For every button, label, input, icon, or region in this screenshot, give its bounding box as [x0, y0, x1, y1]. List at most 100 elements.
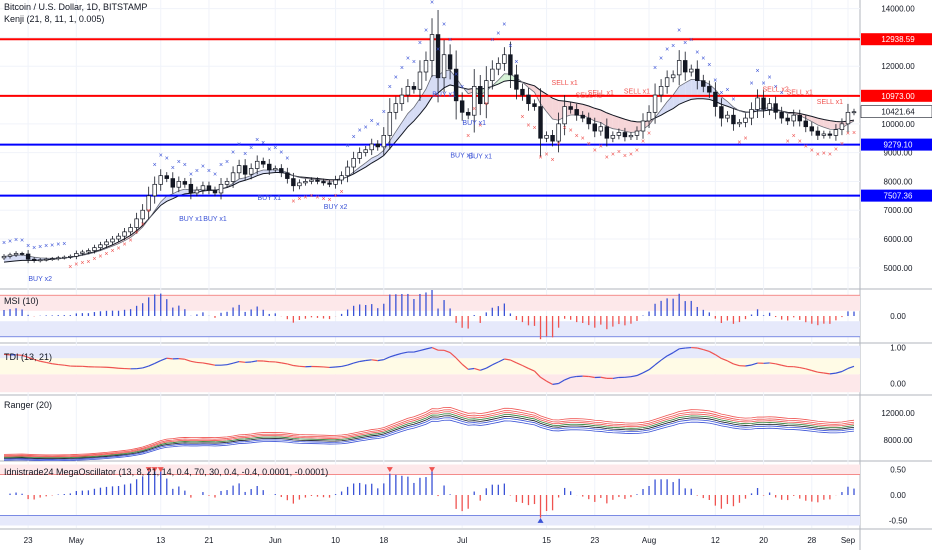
kenji-cloud-segment	[661, 101, 668, 116]
tdi-line-segment	[715, 354, 722, 359]
price-tick-label: 10000.00	[881, 120, 915, 129]
candle-body	[333, 179, 338, 185]
tdi-tick-label: 1.00	[890, 344, 906, 353]
tdi-line-segment	[474, 367, 481, 371]
stop-marker: ×	[816, 152, 820, 159]
candle-body	[803, 120, 808, 128]
stop-marker: ×	[647, 130, 651, 137]
kenji-cloud-segment	[630, 120, 637, 133]
price-pane[interactable]: × × × ×× × × × × × ×× × × × × × × × ×××××××× ××× ×× ××× ×× ×××…	[0, 0, 860, 283]
tdi-line-segment	[232, 361, 240, 364]
kenji-cloud-segment	[546, 94, 553, 120]
candle-body	[604, 126, 610, 139]
stop-marker: ×	[92, 256, 96, 263]
tdi-line-segment	[27, 356, 35, 361]
kenji-cloud-segment	[371, 155, 378, 164]
tdi-line-segment	[341, 364, 348, 368]
candle-body	[267, 163, 272, 171]
tdi-line-segment	[775, 363, 782, 366]
candle-body	[574, 109, 579, 116]
ranger-pane[interactable]	[3, 406, 855, 462]
time-tick-label: 23	[24, 536, 33, 545]
buy-signal: BUY x1	[203, 216, 227, 223]
tdi-line-segment	[841, 367, 849, 373]
candle-body	[478, 86, 483, 105]
kenji-cloud-segment	[811, 116, 818, 126]
stop-marker: ×	[195, 168, 199, 175]
time-tick-label: 18	[379, 536, 388, 545]
time-axis[interactable]: 23 May 13 21 Jun 10 18 Jul 15 23 Aug 12 20 28 Sep	[24, 536, 856, 545]
stop-marker: ×	[80, 260, 84, 267]
stop-marker: ×	[219, 162, 223, 169]
tdi-line-segment	[751, 362, 758, 366]
candle-body	[345, 166, 350, 177]
tdi-line-segment	[522, 364, 529, 369]
candle-body	[520, 88, 525, 96]
candle-body	[755, 97, 760, 110]
msi-tick-label: 0.00	[890, 312, 906, 321]
candle-body	[821, 133, 827, 136]
mega-tick-label: 0.00	[890, 491, 906, 500]
tdi-pane[interactable]	[0, 345, 860, 393]
level-tag	[861, 89, 932, 102]
stop-marker: ×	[177, 159, 181, 166]
time-tick-label: 21	[205, 536, 214, 545]
stop-marker: ×	[183, 162, 187, 169]
candle-body	[761, 97, 766, 110]
stop-marker: ×	[677, 28, 681, 35]
candle-body	[321, 181, 326, 184]
tdi-line-segment	[142, 365, 149, 369]
tdi-line-segment	[389, 354, 397, 358]
price-tick-label: 5000.00	[884, 264, 913, 273]
stop-marker: ×	[394, 74, 398, 81]
stop-marker: ×	[261, 140, 265, 147]
stop-marker: ×	[792, 133, 796, 140]
tdi-line-segment	[353, 360, 360, 364]
tdi-line-segment	[624, 376, 632, 378]
tdi-line-segment	[136, 367, 143, 370]
kenji-cloud-segment	[377, 150, 384, 160]
ranger-tick-label: 8000.00	[884, 436, 913, 445]
tdi-line-segment	[510, 359, 517, 364]
ranger-band	[3, 406, 855, 456]
kenji-cloud-segment	[552, 98, 559, 121]
tdi-line-segment	[178, 358, 185, 360]
ranger-band	[3, 419, 855, 462]
kenji-cloud-segment	[600, 110, 607, 127]
kenji-cloud-segment	[432, 75, 439, 98]
stop-marker: ×	[840, 141, 844, 148]
candle-body	[562, 106, 567, 125]
mega-oscillator-pane[interactable]	[0, 464, 860, 526]
stop-marker: ×	[719, 90, 723, 97]
tdi-line-segment	[648, 364, 656, 371]
tdi-line-segment	[805, 368, 812, 372]
stop-marker: ×	[279, 149, 283, 156]
stop-marker: ×	[430, 0, 434, 6]
candle-body	[399, 94, 405, 105]
candle-body	[110, 238, 115, 243]
candle-body	[514, 74, 519, 90]
stop-marker: ×	[141, 221, 145, 228]
tdi-line-segment	[709, 350, 716, 356]
stop-marker: ×	[605, 154, 609, 161]
stop-marker: ×	[231, 149, 235, 156]
tdi-line-segment	[516, 362, 523, 367]
tdi-line-segment	[347, 362, 354, 366]
tdi-upper-band	[0, 345, 860, 359]
msi-label: MSI (10)	[4, 296, 39, 306]
kenji-cloud-segment	[257, 169, 264, 176]
candle-body	[31, 258, 37, 261]
tdi-line-segment	[239, 361, 246, 363]
price-axis[interactable]: 5000.00 6000.00 7000.00 8000.00 9000.00 10000…	[860, 5, 932, 526]
mega-buy-arrow	[537, 517, 544, 523]
candle-body	[471, 86, 477, 116]
kenji-cloud-segment	[691, 79, 698, 100]
candle-body	[676, 60, 682, 76]
stop-marker: ×	[135, 229, 139, 236]
candle-body	[695, 68, 700, 81]
kenji-cloud-segment	[805, 114, 812, 122]
stop-marker: ×	[653, 65, 657, 72]
msi-pane[interactable]	[0, 290, 860, 340]
stop-marker: ×	[86, 259, 90, 266]
